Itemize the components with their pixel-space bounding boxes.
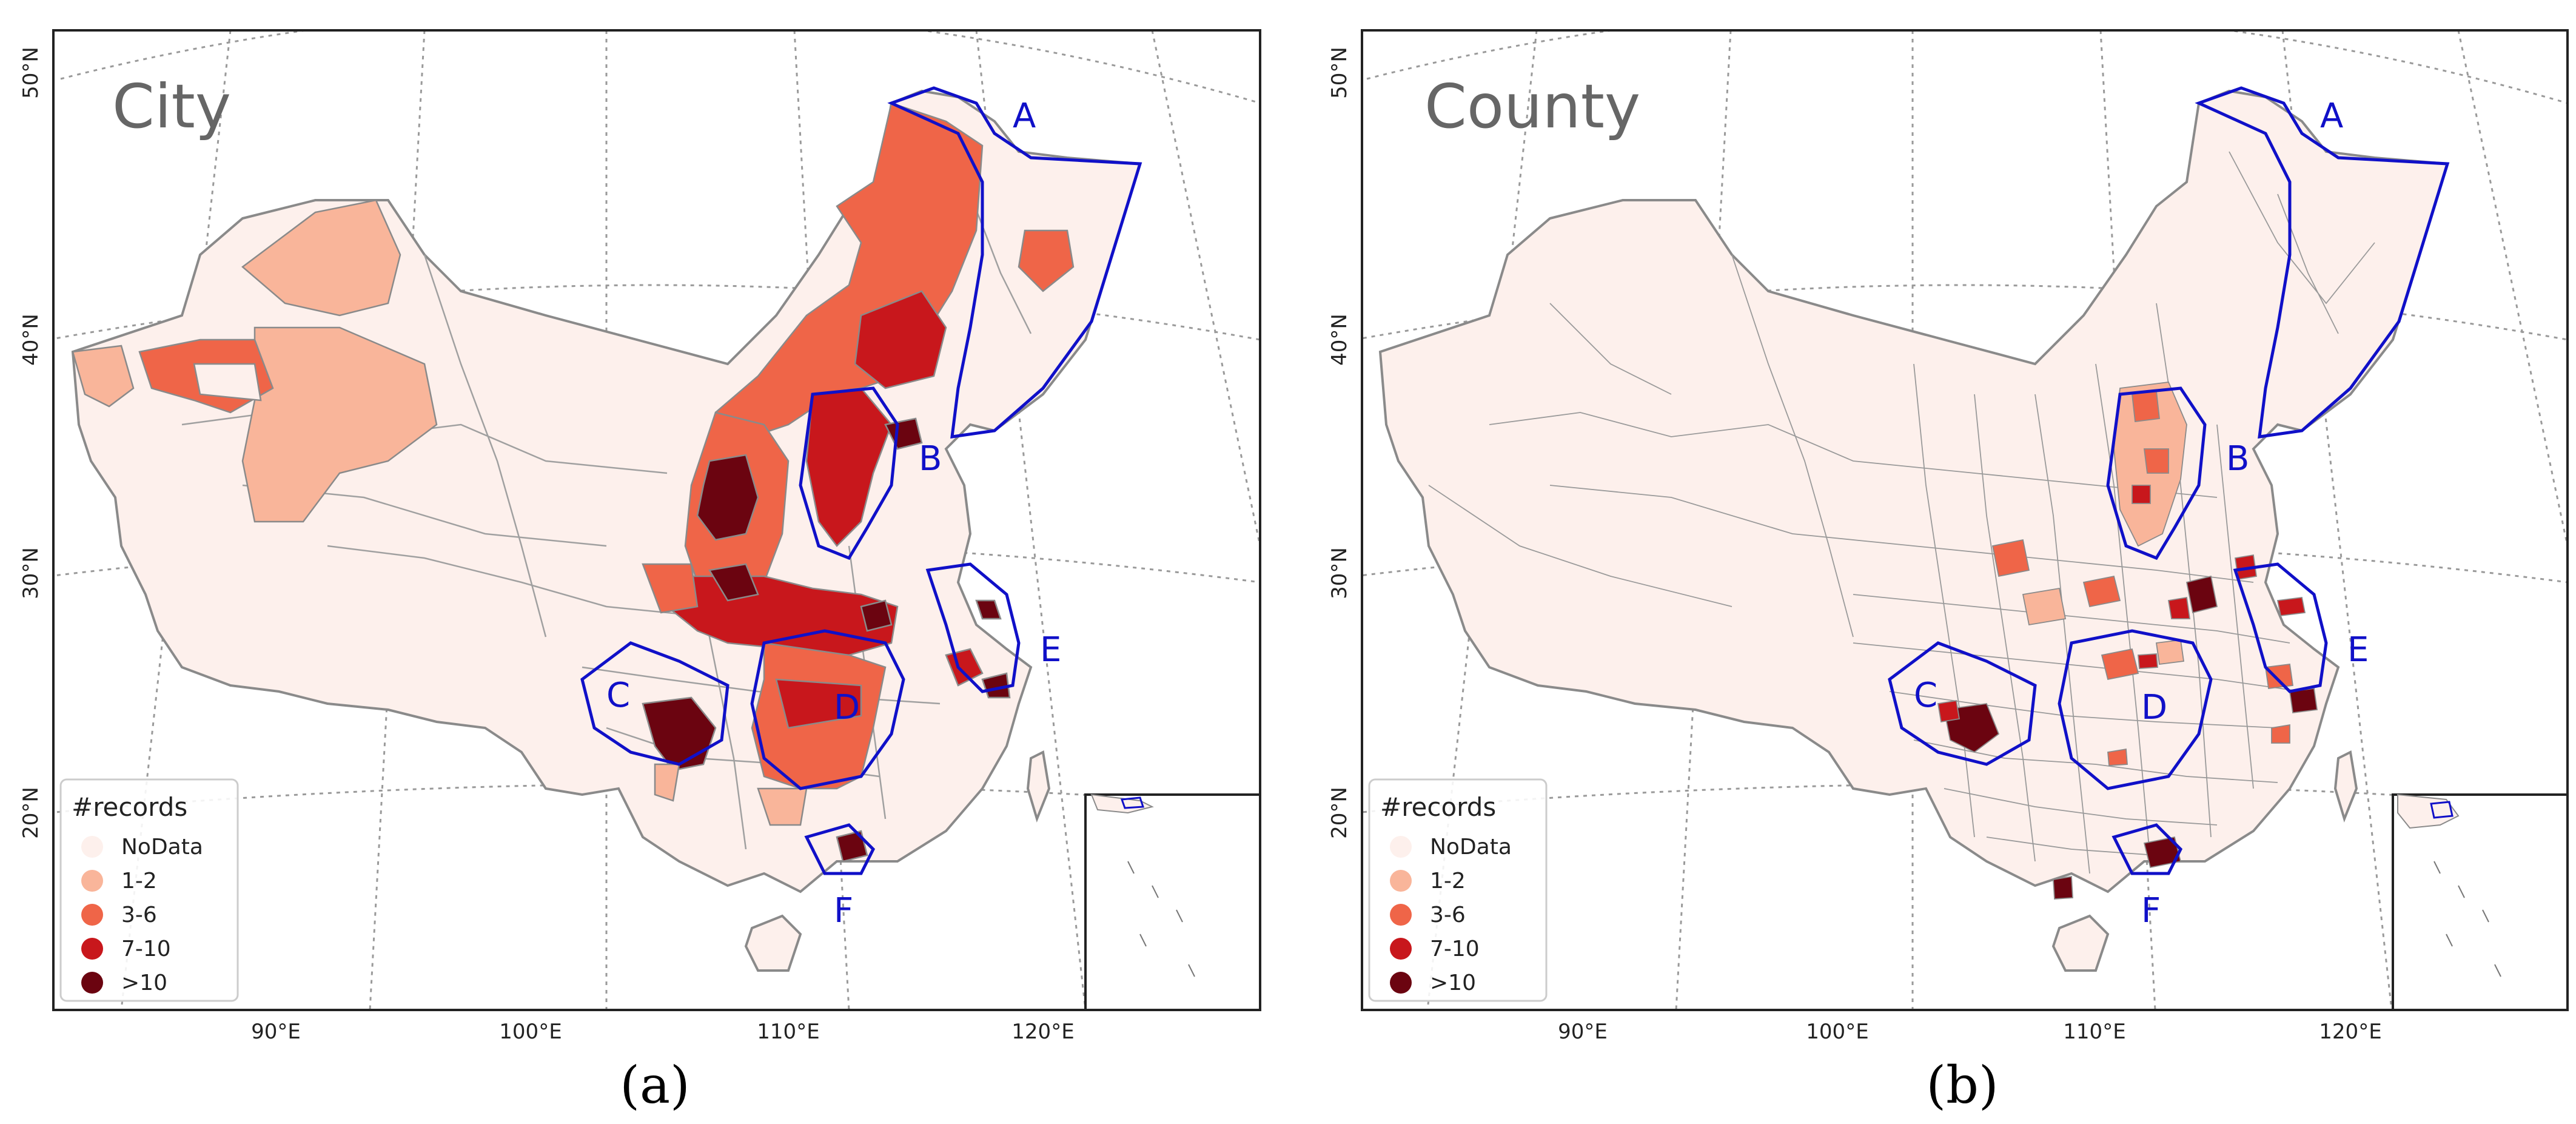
region-label-b: B: [919, 439, 942, 479]
legend-swatch-7-10: [1390, 938, 1412, 960]
x-tick-label: 120°E: [1011, 1020, 1074, 1044]
panel-b: 50°N 40°N 30°N 20°N 90°E 100°E 110°E 120…: [1288, 0, 2576, 1124]
region-labels-a: A B C D E F: [606, 96, 1061, 930]
x-tick-label: 110°E: [2063, 1020, 2125, 1044]
panel-title: City: [112, 71, 231, 142]
y-tick-label: 40°N: [19, 314, 43, 366]
island-taiwan: [1026, 750, 1051, 823]
region-label-c: C: [1914, 676, 1937, 715]
region-borders: [1888, 86, 2450, 875]
y-tick-label: 20°N: [19, 787, 43, 839]
legend-label: NoData: [121, 835, 203, 860]
legend-label: 7-10: [121, 937, 171, 961]
map-panel-a: 50°N 40°N 30°N 20°N 90°E 100°E 110°E 120…: [19, 29, 1261, 1044]
panel-caption: (a): [620, 1055, 690, 1115]
x-tick-label: 110°E: [757, 1020, 819, 1044]
island-hainan: [2051, 914, 2110, 972]
panel-caption: (b): [1926, 1055, 1999, 1115]
y-tick-label: 50°N: [1327, 47, 1352, 99]
region-label-c: C: [606, 676, 630, 715]
legend-title: #records: [72, 792, 187, 822]
legend-label: 1-2: [1430, 869, 1466, 893]
inset-south-china-sea: [1084, 793, 1261, 1011]
region-label-f: F: [834, 891, 853, 930]
y-tick-label: 40°N: [1327, 314, 1352, 366]
legend-label: >10: [121, 971, 167, 995]
region-label-d: D: [2141, 688, 2167, 727]
region-label-d: D: [834, 688, 860, 727]
legend-label: NoData: [1430, 835, 1512, 860]
x-tick-label: 100°E: [1806, 1020, 1868, 1044]
legend-swatch-1-2: [81, 870, 103, 892]
y-tick-label: 30°N: [1327, 547, 1352, 599]
legend-swatch-1-2: [1390, 870, 1412, 892]
legend-swatch-gt10: [1390, 972, 1412, 994]
x-tick-label: 90°E: [251, 1020, 301, 1044]
inset-south-china-sea: [2392, 793, 2569, 1011]
region-label-e: E: [2347, 630, 2369, 670]
legend-label: 7-10: [1430, 937, 1480, 961]
x-tick-label: 90°E: [1558, 1020, 1608, 1044]
y-ticks-b: 50°N 40°N 30°N 20°N: [1327, 47, 1352, 839]
y-tick-label: 20°N: [1327, 787, 1352, 839]
map-panel-b: 50°N 40°N 30°N 20°N 90°E 100°E 110°E 120…: [1327, 29, 2569, 1044]
region-label-e: E: [1040, 630, 1061, 670]
legend-a: #records NoData 1-2 3-6 7-10 >10: [59, 778, 239, 1002]
x-tick-label: 120°E: [2319, 1020, 2381, 1044]
map-frame: [52, 29, 1261, 1011]
island-hainan: [744, 914, 802, 972]
legend-swatch-gt10: [81, 972, 103, 994]
region-label-a: A: [1013, 96, 1036, 136]
country-base: [1378, 89, 2449, 893]
panel-a: 50°N 40°N 30°N 20°N 90°E 100°E 110°E 120…: [19, 29, 1261, 1115]
legend-label: 3-6: [121, 903, 157, 927]
y-tick-label: 30°N: [19, 547, 43, 599]
county-borders: [1428, 151, 2375, 874]
region-label-a: A: [2320, 96, 2343, 136]
region-labels-b: A B C D E F: [1914, 96, 2369, 930]
legend-title: #records: [1380, 792, 1496, 822]
x-ticks-a: 90°E 100°E 110°E 120°E: [251, 1020, 1075, 1044]
y-ticks-a: 50°N 40°N 30°N 20°N: [19, 47, 43, 839]
region-label-f: F: [2141, 891, 2161, 930]
region-borders: [580, 86, 1142, 875]
legend-label: >10: [1430, 971, 1476, 995]
legend-swatch-3-6: [81, 904, 103, 926]
choropleth-b: [1937, 382, 2318, 900]
legend-label: 1-2: [121, 869, 157, 893]
panel-title: County: [1424, 71, 1640, 142]
legend-b: #records NoData 1-2 3-6 7-10 >10: [1368, 778, 1548, 1002]
y-tick-label: 50°N: [19, 47, 43, 99]
region-label-b: B: [2226, 439, 2249, 479]
x-tick-label: 100°E: [499, 1020, 562, 1044]
island-taiwan: [2333, 750, 2358, 823]
x-ticks-b: 90°E 100°E 110°E 120°E: [1558, 1020, 2382, 1044]
map-frame: [1361, 29, 2569, 1011]
legend-label: 3-6: [1430, 903, 1466, 927]
legend-swatch-7-10: [81, 938, 103, 960]
legend-swatch-nodata: [81, 836, 103, 858]
legend-swatch-nodata: [1390, 836, 1412, 858]
legend-swatch-3-6: [1390, 904, 1412, 926]
